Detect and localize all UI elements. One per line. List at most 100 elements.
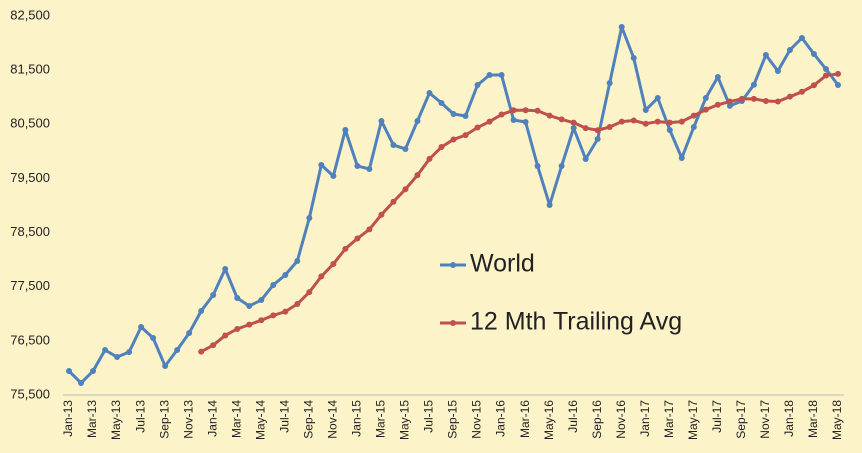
point: [366, 226, 373, 233]
point: [570, 119, 577, 126]
x-tick-label: Nov-17: [758, 400, 772, 439]
x-tick-label: Mar-18: [806, 400, 820, 438]
point: [102, 347, 109, 354]
point: [438, 144, 445, 151]
point: [558, 162, 565, 169]
point: [618, 118, 625, 125]
point: [222, 332, 229, 339]
point: [318, 162, 325, 169]
x-tick-label: Sep-14: [301, 400, 315, 439]
x-tick-label: Mar-14: [229, 400, 243, 438]
x-tick-label: Jul-16: [566, 400, 580, 433]
point: [378, 117, 385, 124]
point: [270, 281, 277, 288]
x-tick-label: Mar-17: [662, 400, 676, 438]
point: [258, 297, 265, 304]
point: [198, 308, 205, 315]
point: [750, 81, 757, 88]
point: [630, 55, 637, 62]
point: [702, 95, 709, 102]
series-line: [67, 25, 840, 385]
point: [822, 66, 829, 73]
point: [738, 95, 745, 102]
point: [834, 81, 841, 88]
point: [750, 95, 757, 102]
x-tick-label: Jan-17: [638, 400, 652, 437]
point: [330, 260, 337, 267]
point: [654, 118, 661, 125]
point: [498, 72, 505, 79]
point: [762, 98, 769, 105]
point: [258, 317, 265, 324]
point: [462, 113, 469, 120]
point: [210, 291, 217, 298]
point: [726, 102, 733, 109]
point: [714, 101, 721, 108]
point: [474, 124, 481, 131]
point: [810, 82, 817, 89]
point: [342, 127, 349, 134]
point: [558, 116, 565, 123]
x-tick-label: Jan-13: [61, 400, 75, 437]
point: [594, 127, 601, 134]
point: [198, 348, 205, 355]
point: [498, 111, 505, 118]
point: [510, 117, 517, 124]
point: [450, 110, 457, 117]
point: [678, 118, 685, 125]
point: [354, 235, 361, 242]
point: [90, 368, 97, 375]
y-tick-label: 81,500: [10, 62, 50, 77]
point: [414, 172, 421, 179]
point: [486, 72, 493, 79]
point: [486, 118, 493, 125]
point: [690, 112, 697, 119]
x-tick-label: Jul-14: [277, 400, 291, 433]
point: [798, 34, 805, 41]
point: [582, 125, 589, 132]
point: [726, 98, 733, 105]
point: [174, 347, 181, 354]
legend-label: World: [470, 250, 535, 278]
point: [702, 106, 709, 113]
x-tick-label: May-18: [830, 400, 844, 440]
point: [774, 68, 781, 75]
point: [666, 127, 673, 134]
point: [366, 166, 373, 173]
point: [390, 198, 397, 205]
legend-label: 12 Mth Trailing Avg: [470, 308, 682, 336]
point: [546, 112, 553, 119]
x-tick-label: Sep-13: [157, 400, 171, 439]
y-tick-label: 78,500: [10, 224, 50, 239]
point: [462, 132, 469, 139]
x-tick-label: Jul-15: [422, 400, 436, 433]
point: [582, 155, 589, 162]
point: [426, 155, 433, 162]
point: [414, 117, 421, 124]
point: [354, 162, 361, 169]
point: [234, 325, 241, 332]
x-tick-label: Mar-15: [374, 400, 388, 438]
x-tick-label: Jul-17: [710, 400, 724, 433]
point: [714, 74, 721, 81]
point: [822, 72, 829, 79]
point: [426, 89, 433, 96]
x-tick-label: Jan-16: [494, 400, 508, 437]
point: [78, 379, 85, 386]
y-tick-label: 77,500: [10, 278, 50, 293]
point: [546, 202, 553, 209]
point: [774, 98, 781, 105]
point: [342, 245, 349, 252]
legend: World 12 Mth Trailing Avg: [440, 250, 682, 336]
point: [618, 23, 625, 30]
point: [798, 88, 805, 95]
x-tick-label: May-13: [109, 400, 123, 440]
point: [690, 123, 697, 130]
point: [222, 266, 229, 273]
point: [810, 51, 817, 58]
x-tick-label: Nov-14: [326, 400, 340, 439]
point: [66, 368, 73, 375]
point: [162, 363, 169, 370]
x-tick-label: Nov-15: [470, 400, 484, 439]
point: [306, 215, 313, 222]
